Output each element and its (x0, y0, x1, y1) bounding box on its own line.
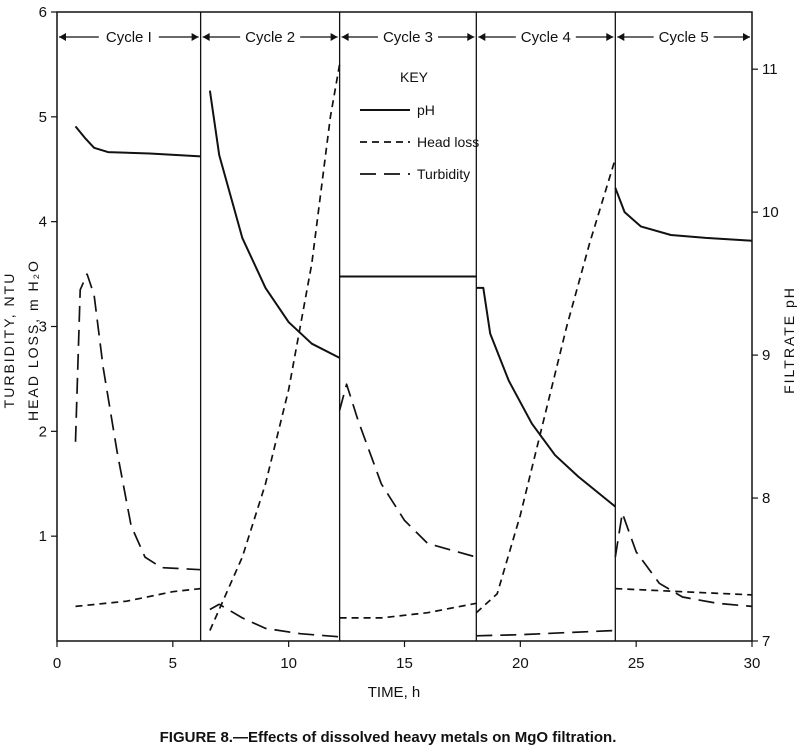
x-tick-label: 25 (628, 655, 645, 672)
series-ph-line (476, 286, 616, 508)
y-right-tick-label: 10 (762, 204, 779, 221)
y-right-tick-label: 11 (762, 61, 778, 78)
legend-label: Head loss (417, 134, 479, 150)
x-tick-label: 0 (53, 655, 61, 672)
x-tick-label: 15 (396, 655, 413, 672)
series-turbidity-line (209, 603, 340, 638)
legend-label: Turbidity (417, 166, 470, 182)
axes: 0 5 10 15 20 25 30 1 2 3 4 5 6 7 8 9 10 11 (39, 4, 779, 672)
y-left-tick-label: 1 (39, 528, 47, 545)
cycle-arrow-head (202, 33, 210, 41)
series-ph-line (614, 187, 753, 242)
y-left-tick-label: 5 (39, 109, 47, 126)
x-tick-label: 20 (512, 655, 529, 672)
y-left-tick-label: 3 (39, 319, 47, 336)
y-axis-label-headloss: HEAD LOSS, m H₂O (25, 259, 41, 421)
series-lines (74, 64, 753, 638)
plot-frame (56, 11, 753, 642)
cycle-arrow-head (743, 33, 750, 41)
series-head-loss-line (615, 587, 753, 596)
cycle-arrow-head (617, 33, 625, 41)
x-tick-label: 5 (169, 655, 177, 672)
series-turbidity-line (614, 512, 753, 608)
legend: KEY pH Head loss Turbidity (360, 69, 479, 182)
y-left-tick-label: 2 (39, 423, 47, 440)
legend-label: pH (417, 102, 435, 118)
series-head-loss-line (75, 587, 201, 608)
y-axis-label-ph: FILTRATE pH (781, 286, 797, 394)
figure-caption: FIGURE 8.—Effects of dissolved heavy met… (160, 729, 617, 746)
y-right-tick-label: 9 (762, 347, 770, 364)
series-ph-line (208, 90, 341, 359)
cycle-arrow-head (467, 33, 475, 41)
y-axis-label-turbidity: TURBIDITY, NTU (1, 272, 17, 409)
cycle-arrow-head (330, 33, 338, 41)
y-right-tick-label: 7 (762, 633, 770, 650)
cycle-label: Cycle I (106, 29, 152, 46)
cycle-label: Cycle 3 (383, 29, 433, 46)
cycle-dividers (199, 12, 616, 641)
cycle-arrow-head (478, 33, 486, 41)
series-ph-line (74, 125, 201, 158)
cycle-arrow-head (341, 33, 349, 41)
y-left-tick-label: 4 (39, 214, 47, 231)
y-right-tick-label: 8 (762, 490, 770, 507)
series-turbidity-line (338, 383, 477, 558)
series-turbidity-line (476, 629, 616, 637)
y-left-tick-label: 6 (39, 4, 47, 21)
series-turbidity-line (74, 273, 201, 571)
cycle-arrow-head (606, 33, 614, 41)
legend-title: KEY (400, 69, 429, 85)
cycle-label: Cycle 5 (659, 29, 709, 46)
x-tick-label: 10 (280, 655, 297, 672)
series-head-loss-line (339, 602, 477, 619)
cycle-markers: Cycle I Cycle 2 Cycle 3 Cycle 4 Cycle 5 (59, 29, 750, 46)
x-tick-label: 30 (744, 655, 761, 672)
cycle-arrow-head (59, 33, 66, 41)
series-head-loss-line (209, 64, 341, 631)
x-axis-label: TIME, h (368, 684, 421, 701)
cycle-label: Cycle 4 (521, 29, 571, 46)
series-head-loss-line (475, 158, 617, 614)
cycle-arrow-head (191, 33, 199, 41)
cycle-label: Cycle 2 (245, 29, 295, 46)
